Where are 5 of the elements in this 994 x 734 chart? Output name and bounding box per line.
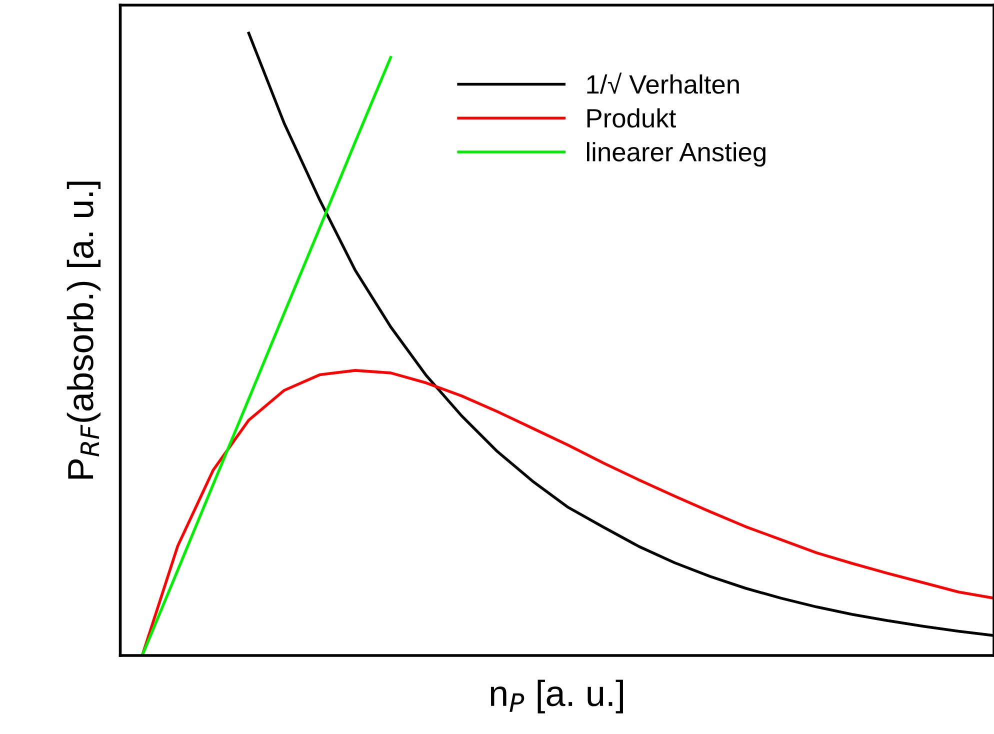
legend-label: linearer Anstieg: [587, 142, 766, 167]
legend-label: 1/√ Verhalten: [587, 72, 739, 94]
y-axis-title: P$_{RF}$(absorb.) [a. u.]: [66, 182, 101, 479]
x-axis-title: n$_{P}$ [a. u.]: [490, 680, 623, 714]
legend-label: Produkt: [587, 108, 676, 128]
